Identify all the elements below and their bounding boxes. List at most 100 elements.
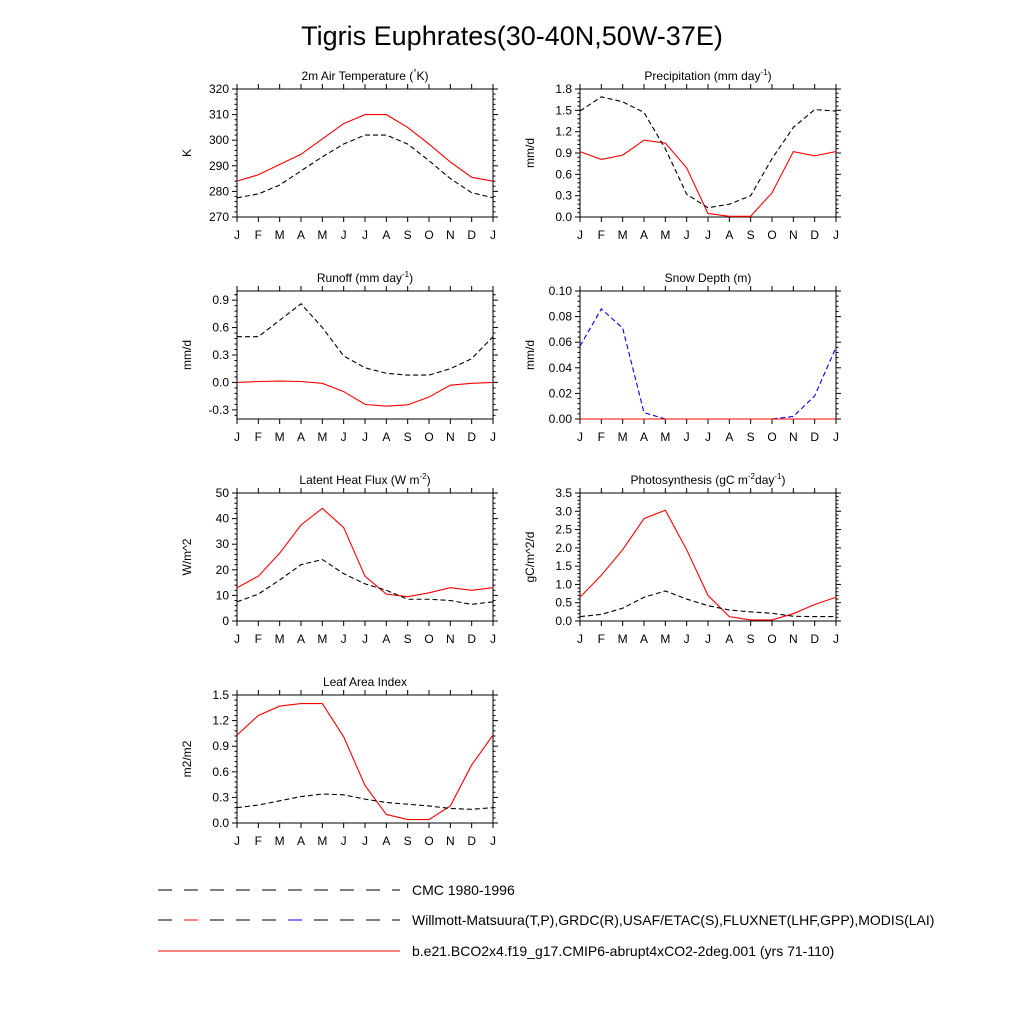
y-tick-label: 20 [216, 563, 230, 577]
x-tick-label: D [467, 430, 476, 444]
title-superscript: ° [413, 68, 416, 77]
x-tick-label: F [598, 632, 605, 646]
y-tick-label: 0.3 [555, 189, 572, 203]
series-line [579, 308, 837, 420]
x-tick-label: J [341, 430, 347, 444]
title-superscript: -1 [774, 472, 782, 481]
x-tick-label: M [317, 430, 327, 444]
x-tick-label: F [255, 228, 262, 242]
chart-panels: 2m Air Temperature (°K)K2702802903003103… [180, 68, 841, 848]
x-tick-label: S [404, 430, 412, 444]
y-tick-label: 300 [209, 133, 229, 147]
y-tick-label: 3.0 [555, 504, 572, 518]
x-tick-label: A [382, 430, 390, 444]
x-tick-label: N [789, 228, 798, 242]
x-tick-label: M [660, 228, 670, 242]
y-tick-label: 0.6 [212, 321, 229, 335]
x-tick-label: J [833, 632, 839, 646]
y-tick-label: 0.5 [555, 596, 572, 610]
x-tick-label: A [297, 632, 305, 646]
x-tick-label: J [577, 228, 583, 242]
x-tick-label: N [789, 430, 798, 444]
x-tick-label: M [275, 632, 285, 646]
x-tick-label: S [747, 228, 755, 242]
x-tick-label: N [446, 834, 455, 848]
x-tick-label: J [490, 228, 496, 242]
x-tick-label: A [382, 228, 390, 242]
x-tick-label: N [446, 632, 455, 646]
x-tick-label: M [660, 632, 670, 646]
title-text: ) [427, 473, 431, 487]
title-text: 2m Air Temperature ( [301, 69, 413, 83]
y-tick-label: 0.3 [212, 348, 229, 362]
x-tick-label: M [317, 228, 327, 242]
plot-frame [236, 694, 494, 824]
chart-panel: Runoff (mm day-1)mm/d-0.30.00.30.60.9J F M… [180, 270, 498, 444]
y-tick-label: 0.08 [549, 310, 573, 324]
series-line [579, 590, 836, 618]
y-axis-label: mm/d [180, 340, 194, 370]
x-tick-label: F [598, 430, 605, 444]
series-line [579, 96, 837, 209]
series-line [236, 507, 494, 598]
y-tick-label: 0.9 [212, 739, 229, 753]
x-tick-label: O [767, 430, 776, 444]
x-tick-label: F [255, 834, 262, 848]
title-text: ) [768, 69, 772, 83]
x-tick-label: J [490, 632, 496, 646]
x-tick-label: S [747, 632, 755, 646]
series-line [236, 793, 494, 810]
x-tick-label: J [341, 834, 347, 848]
x-tick-label: M [275, 430, 285, 444]
y-tick-label: 0.9 [212, 293, 229, 307]
title-superscript: -1 [760, 68, 768, 77]
x-tick-label: F [255, 632, 262, 646]
x-tick-label: F [255, 430, 262, 444]
title-text: Precipitation (mm day [644, 69, 760, 83]
x-tick-label: J [684, 430, 690, 444]
x-tick-label: J [490, 834, 496, 848]
chart-panel: Precipitation (mm day-1) mm/d 0.0 0.3 0.6 0.9… [523, 68, 841, 242]
x-tick-label: M [317, 632, 327, 646]
x-tick-label: D [467, 228, 476, 242]
chart-panel: Leaf Area Index m2/m2 0.0 0.3 0.6 0.9 1.2 1.5 J F… [180, 675, 498, 848]
y-tick-label: 40 [216, 512, 230, 526]
x-tick-label: N [446, 430, 455, 444]
y-tick-label: 1.0 [555, 577, 572, 591]
x-tick-label: J [705, 228, 711, 242]
panel-title: Snow Depth (m) [665, 271, 752, 285]
chart-panel: 2m Air Temperature (°K) K 270 280 290 300 310 3… [180, 68, 498, 242]
title-text: ) [409, 271, 413, 285]
plot-frame [236, 290, 494, 420]
x-tick-label: J [234, 228, 240, 242]
legend: CMC 1980-1996 Willmott-Matsuura(T,P),GRDC… [158, 882, 934, 959]
x-tick-label: A [382, 632, 390, 646]
y-tick-label: 0 [222, 614, 229, 628]
y-tick-label: 0.6 [212, 765, 229, 779]
series-line [579, 509, 837, 621]
x-tick-label: M [317, 834, 327, 848]
x-tick-label: J [490, 430, 496, 444]
figure-title: Tigris Euphrates(30-40N,50W-37E) [301, 21, 723, 51]
plot-frame [579, 88, 837, 218]
y-tick-label: 3.5 [555, 486, 572, 500]
x-tick-label: D [810, 228, 819, 242]
panel-title: Runoff (mm day-1) [317, 270, 413, 285]
y-tick-label: 0.04 [549, 361, 573, 375]
title-text: day [755, 473, 774, 487]
y-tick-label: 2.0 [555, 541, 572, 555]
chart-panel: Snow Depth (m) mm/d 0.00 0.02 0.04 0.06 0.08 0.… [523, 271, 841, 444]
title-text: ) [782, 473, 786, 487]
title-text: Latent Heat Flux (W m [299, 473, 419, 487]
x-tick-label: J [833, 430, 839, 444]
y-tick-label: 310 [209, 108, 229, 122]
x-tick-label: M [660, 430, 670, 444]
plot-frame [579, 290, 837, 420]
y-tick-label: 280 [209, 184, 229, 198]
x-tick-label: J [362, 632, 368, 646]
y-tick-label: 50 [216, 486, 230, 500]
y-tick-label: 0.9 [555, 146, 572, 160]
x-tick-label: J [341, 228, 347, 242]
title-superscript: -2 [748, 472, 756, 481]
